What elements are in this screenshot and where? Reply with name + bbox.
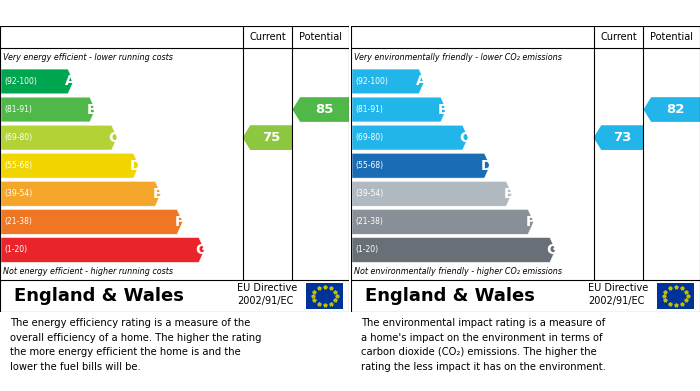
Text: B: B <box>87 102 97 117</box>
Text: (69-80): (69-80) <box>4 133 32 142</box>
Text: (81-91): (81-91) <box>4 105 32 114</box>
Text: England & Wales: England & Wales <box>14 287 184 305</box>
Text: G: G <box>547 243 558 257</box>
Text: 85: 85 <box>315 103 333 116</box>
Text: 75: 75 <box>262 131 280 144</box>
Text: Very environmentally friendly - lower CO₂ emissions: Very environmentally friendly - lower CO… <box>354 54 562 63</box>
Text: C: C <box>108 131 119 145</box>
Polygon shape <box>1 238 204 262</box>
Polygon shape <box>1 97 95 122</box>
Text: (92-100): (92-100) <box>355 77 388 86</box>
Text: Very energy efficient - lower running costs: Very energy efficient - lower running co… <box>4 54 174 63</box>
Polygon shape <box>293 97 349 122</box>
Polygon shape <box>352 181 512 206</box>
Text: (1-20): (1-20) <box>355 246 378 255</box>
Text: F: F <box>174 215 184 229</box>
Polygon shape <box>1 210 183 234</box>
Text: G: G <box>195 243 206 257</box>
Text: (55-68): (55-68) <box>4 161 32 170</box>
Text: (39-54): (39-54) <box>355 189 384 198</box>
Text: Not environmentally friendly - higher CO₂ emissions: Not environmentally friendly - higher CO… <box>354 267 563 276</box>
Text: EU Directive
2002/91/EC: EU Directive 2002/91/EC <box>237 283 298 306</box>
Bar <box>657 283 694 309</box>
Text: EU Directive
2002/91/EC: EU Directive 2002/91/EC <box>588 283 649 306</box>
Text: Not energy efficient - higher running costs: Not energy efficient - higher running co… <box>4 267 174 276</box>
Text: E: E <box>504 187 513 201</box>
Polygon shape <box>352 125 468 150</box>
Text: (55-68): (55-68) <box>355 161 384 170</box>
Text: F: F <box>526 215 535 229</box>
Polygon shape <box>352 238 556 262</box>
Polygon shape <box>243 125 293 150</box>
Text: D: D <box>130 159 141 173</box>
Text: 82: 82 <box>666 103 685 116</box>
Text: B: B <box>438 102 448 117</box>
Polygon shape <box>1 181 161 206</box>
Polygon shape <box>352 153 490 178</box>
Polygon shape <box>594 125 643 150</box>
Text: England & Wales: England & Wales <box>365 287 535 305</box>
Text: (81-91): (81-91) <box>355 105 383 114</box>
Text: Environmental Impact (CO₂) Rating: Environmental Impact (CO₂) Rating <box>360 7 622 20</box>
Text: (69-80): (69-80) <box>355 133 384 142</box>
Text: A: A <box>65 74 76 88</box>
Text: (21-38): (21-38) <box>355 217 383 226</box>
Polygon shape <box>352 97 447 122</box>
Polygon shape <box>1 69 74 94</box>
Text: (92-100): (92-100) <box>4 77 37 86</box>
Text: The energy efficiency rating is a measure of the
overall efficiency of a home. T: The energy efficiency rating is a measur… <box>10 318 262 371</box>
Text: Current: Current <box>600 32 637 42</box>
Text: (1-20): (1-20) <box>4 246 27 255</box>
Text: (39-54): (39-54) <box>4 189 32 198</box>
Bar <box>307 283 343 309</box>
Text: C: C <box>460 131 470 145</box>
Text: 73: 73 <box>612 131 631 144</box>
Text: Current: Current <box>249 32 286 42</box>
Text: E: E <box>153 187 162 201</box>
Polygon shape <box>352 210 533 234</box>
Text: The environmental impact rating is a measure of
a home's impact on the environme: The environmental impact rating is a mea… <box>361 318 606 371</box>
Text: Potential: Potential <box>650 32 693 42</box>
Polygon shape <box>1 153 139 178</box>
Text: Potential: Potential <box>299 32 342 42</box>
Text: Energy Efficiency Rating: Energy Efficiency Rating <box>8 7 192 20</box>
Text: D: D <box>481 159 492 173</box>
Text: (21-38): (21-38) <box>4 217 32 226</box>
Polygon shape <box>643 97 700 122</box>
Polygon shape <box>1 125 117 150</box>
Polygon shape <box>352 69 424 94</box>
Text: A: A <box>416 74 426 88</box>
